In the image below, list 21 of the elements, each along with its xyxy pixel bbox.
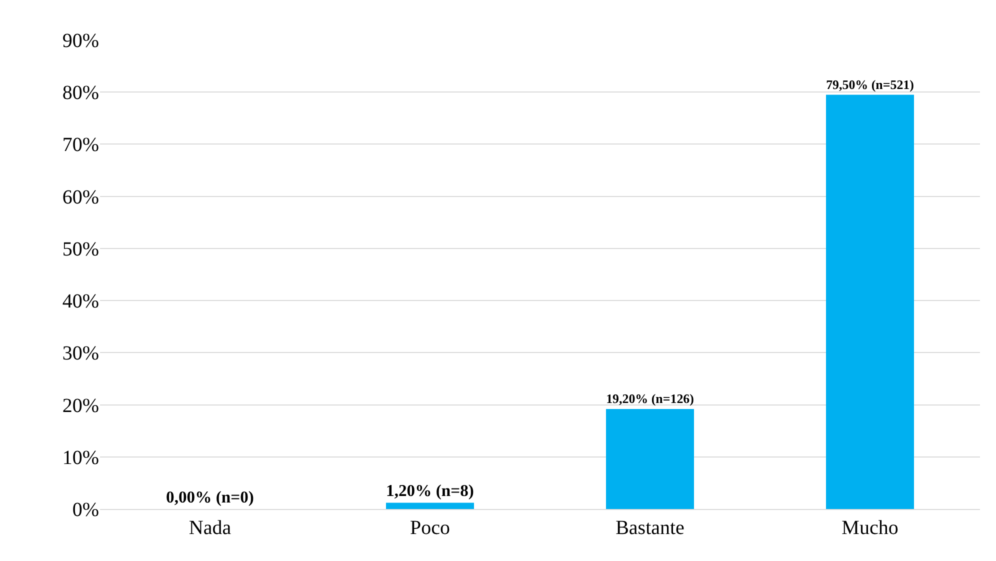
x-tick-label: Nada bbox=[188, 517, 232, 539]
data-label: 19,20% (n=126) bbox=[606, 391, 694, 406]
bar bbox=[386, 502, 474, 509]
data-label: 79,50% (n=521) bbox=[826, 76, 914, 92]
data-label: 1,20% (n=8) bbox=[386, 481, 474, 500]
y-tick-label: 10% bbox=[62, 446, 99, 469]
bar bbox=[606, 408, 694, 509]
x-tick-label: Bastante bbox=[616, 517, 685, 539]
y-tick-label: 60% bbox=[62, 186, 99, 208]
y-tick-label: 70% bbox=[62, 134, 99, 156]
y-tick-label: 90% bbox=[62, 30, 99, 52]
x-tick-label: Poco bbox=[410, 517, 450, 539]
bar bbox=[826, 94, 914, 509]
y-tick-label: 50% bbox=[62, 238, 99, 260]
y-tick-label: 0% bbox=[72, 499, 99, 521]
y-tick-label: 30% bbox=[62, 342, 99, 365]
y-tick-label: 80% bbox=[62, 82, 99, 104]
data-label: 0,00% (n=0) bbox=[166, 487, 254, 506]
y-tick-label: 40% bbox=[62, 290, 99, 313]
x-tick-label: Mucho bbox=[842, 517, 898, 539]
y-tick-label: 20% bbox=[62, 394, 99, 417]
